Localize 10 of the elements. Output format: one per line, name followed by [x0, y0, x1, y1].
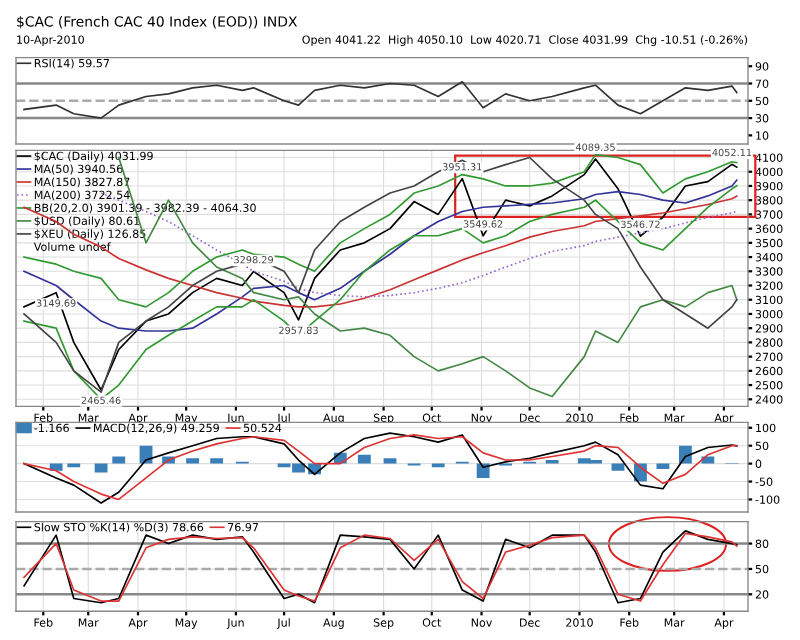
- bar: [383, 458, 397, 464]
- bar: [656, 463, 670, 469]
- bar: [210, 458, 224, 464]
- line-series: [23, 179, 738, 332]
- bar: [357, 454, 371, 464]
- bar: [94, 463, 108, 473]
- line-series: [23, 80, 738, 119]
- bar: [112, 456, 126, 464]
- bar: [186, 458, 199, 464]
- bar: [611, 463, 625, 471]
